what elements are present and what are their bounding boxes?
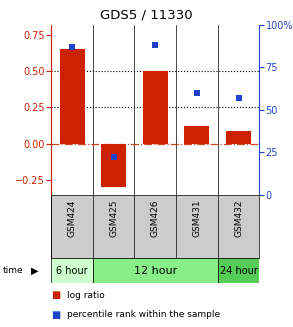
Text: ■: ■ — [51, 290, 61, 300]
Text: percentile rank within the sample: percentile rank within the sample — [67, 310, 221, 319]
Point — [195, 90, 199, 95]
Text: GSM432: GSM432 — [234, 200, 243, 237]
Text: time: time — [3, 266, 23, 275]
Text: log ratio: log ratio — [67, 291, 105, 300]
Text: ■: ■ — [51, 310, 61, 319]
Point — [111, 155, 116, 160]
Text: ▶: ▶ — [31, 266, 38, 276]
Text: GSM425: GSM425 — [109, 200, 118, 237]
Text: 12 hour: 12 hour — [134, 266, 177, 276]
Text: 6 hour: 6 hour — [56, 266, 88, 276]
Bar — [184, 126, 209, 144]
Bar — [143, 71, 168, 144]
Bar — [226, 130, 251, 144]
Point — [236, 95, 241, 100]
Bar — [59, 49, 85, 144]
Text: GSM426: GSM426 — [151, 200, 160, 237]
Text: 24 hour: 24 hour — [219, 266, 258, 276]
Point — [153, 42, 158, 47]
Bar — [51, 258, 93, 283]
Text: GSM431: GSM431 — [193, 200, 201, 237]
Bar — [218, 258, 259, 283]
Text: GSM424: GSM424 — [68, 200, 76, 237]
Point — [70, 44, 74, 49]
Bar — [93, 258, 218, 283]
Text: GDS5 / 11330: GDS5 / 11330 — [100, 9, 193, 22]
Bar — [101, 144, 126, 187]
